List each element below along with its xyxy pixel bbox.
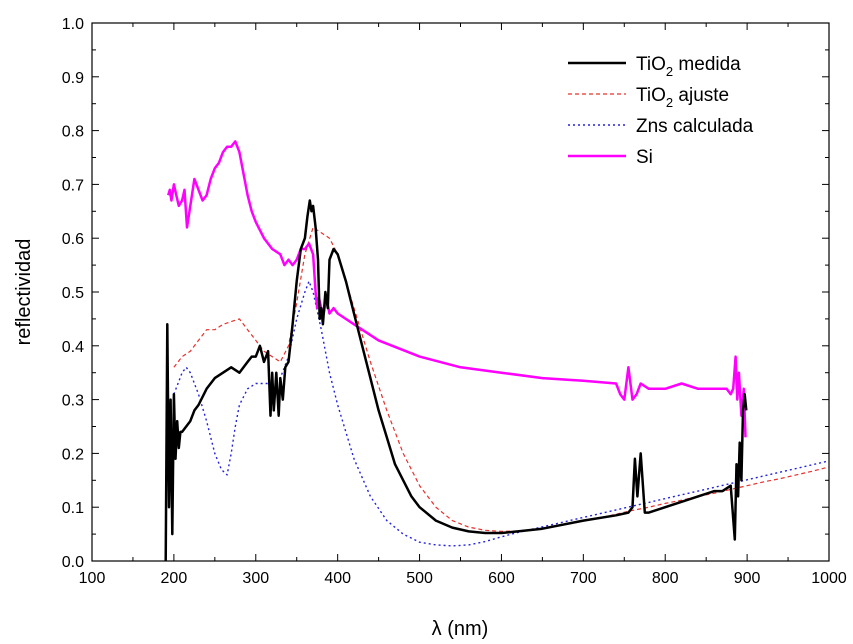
y-tick-label: 0.4 xyxy=(62,339,84,356)
tick-layer: 100 200 300 400 500 600 700 800 900 1000 0.0 0.1 0.2… xyxy=(62,16,847,587)
legend-label-main: Zns calculada xyxy=(636,116,754,137)
x-tick-label: 500 xyxy=(406,570,433,587)
y-tick-label: 0.9 xyxy=(62,70,84,87)
legend-label-subscript: 2 xyxy=(666,95,673,110)
legend-label-main: TiO xyxy=(636,85,666,106)
series-line-2 xyxy=(173,280,829,547)
x-tick-label: 800 xyxy=(652,570,679,587)
series-line-0 xyxy=(164,199,748,561)
y-tick-label: 0.1 xyxy=(62,500,84,517)
y-tick-label: 0.7 xyxy=(62,177,84,194)
series-line-3 xyxy=(167,140,747,438)
x-tick-label: 600 xyxy=(488,570,515,587)
legend-label-subscript: 2 xyxy=(666,64,673,79)
y-tick-label: 0.6 xyxy=(62,231,84,248)
legend-label-0: TiO2 medida xyxy=(636,54,741,79)
legend-label-main: TiO xyxy=(636,54,666,75)
y-axis-label: reflectividad xyxy=(13,239,35,346)
legend-label-2: Zns calculada xyxy=(636,116,754,137)
series-layer xyxy=(164,140,829,561)
x-tick-label: 300 xyxy=(242,570,269,587)
legend-label-rest: ajuste xyxy=(673,85,729,106)
legend-label-3: Si xyxy=(636,147,653,168)
x-axis-label: λ (nm) xyxy=(432,618,489,640)
y-tick-label: 0.0 xyxy=(62,554,84,571)
y-tick-label: 0.2 xyxy=(62,446,84,463)
x-tick-label: 200 xyxy=(161,570,188,587)
x-tick-label: 100 xyxy=(79,570,106,587)
y-tick-label: 0.5 xyxy=(62,285,84,302)
legend-label-main: Si xyxy=(636,147,653,168)
y-tick-label: 0.8 xyxy=(62,124,84,141)
x-tick-label: 1000 xyxy=(811,570,847,587)
y-tick-label: 1.0 xyxy=(62,16,84,33)
x-tick-label: 400 xyxy=(324,570,351,587)
y-tick-label: 0.3 xyxy=(62,393,84,410)
x-tick-label: 900 xyxy=(734,570,761,587)
legend-label-rest: medida xyxy=(673,54,741,75)
x-tick-label: 700 xyxy=(570,570,597,587)
legend-label-1: TiO2 ajuste xyxy=(636,85,729,110)
